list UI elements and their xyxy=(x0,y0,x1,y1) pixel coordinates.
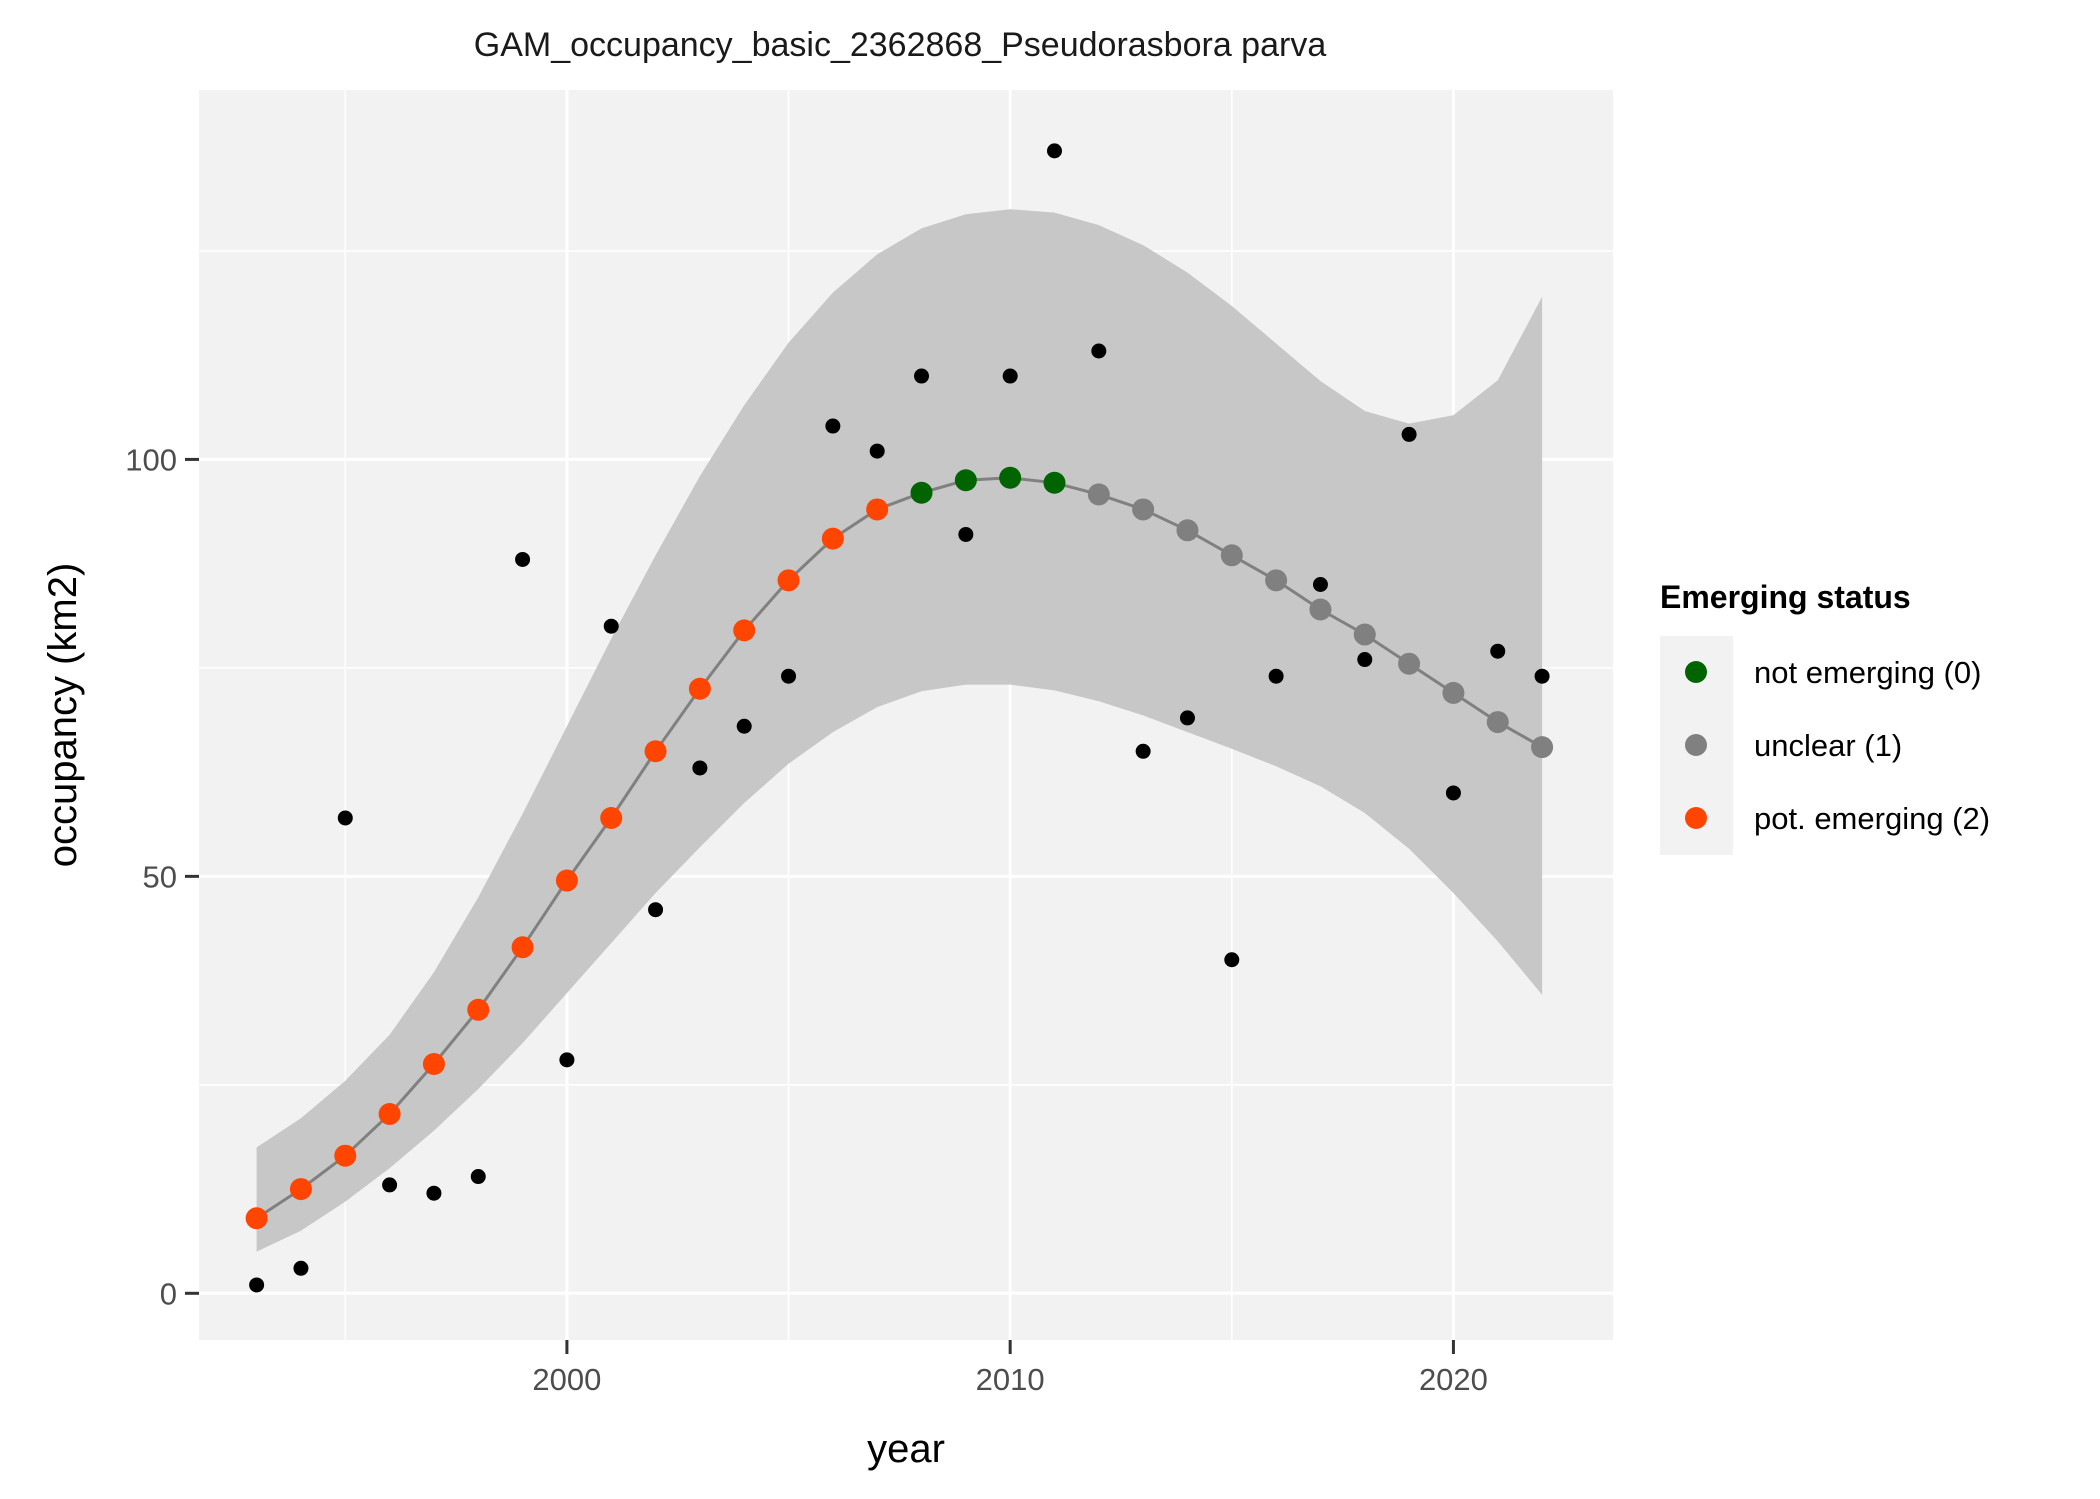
fit-point xyxy=(733,619,756,642)
fit-point xyxy=(644,740,667,763)
observed-point xyxy=(1091,343,1107,359)
fit-point xyxy=(555,869,578,892)
fit-point xyxy=(334,1144,357,1167)
observed-point xyxy=(648,902,664,918)
fit-point xyxy=(511,936,534,959)
fit-point xyxy=(777,569,800,592)
legend: Emerging status not emerging (0) unclear … xyxy=(1660,579,1990,855)
fit-point xyxy=(1176,519,1199,542)
observed-point xyxy=(869,443,885,459)
fit-point xyxy=(688,677,711,700)
fit-point xyxy=(866,498,889,521)
x-axis-title: year xyxy=(867,1427,945,1471)
x-tick-label: 2020 xyxy=(1419,1362,1488,1397)
fit-point xyxy=(1442,681,1465,704)
observed-point xyxy=(559,1052,575,1068)
fit-point xyxy=(1087,483,1110,506)
observed-point xyxy=(1224,952,1240,968)
observed-point xyxy=(692,760,708,776)
fit-point xyxy=(1043,471,1066,494)
observed-point xyxy=(825,418,841,434)
observed-point xyxy=(426,1185,442,1201)
observed-point xyxy=(1002,368,1018,384)
observed-point xyxy=(736,718,752,734)
x-axis: 2000 2010 2020 xyxy=(532,1340,1488,1397)
fit-points xyxy=(245,466,1554,1230)
fit-point xyxy=(1486,711,1509,734)
observed-point xyxy=(1312,576,1328,592)
fit-point xyxy=(999,466,1022,489)
observed-point xyxy=(1179,710,1195,726)
observed-point xyxy=(914,368,930,384)
fit-point xyxy=(245,1207,268,1230)
legend-key xyxy=(1685,734,1707,756)
fit-point xyxy=(821,527,844,550)
fit-point xyxy=(289,1178,312,1201)
fit-point xyxy=(1398,652,1421,675)
observed-point xyxy=(515,551,531,567)
fit-point xyxy=(1309,598,1332,621)
chart-title: GAM_occupancy_basic_2362868_Pseudorasbor… xyxy=(474,26,1327,64)
fit-point xyxy=(954,469,977,492)
observed-point xyxy=(470,1169,486,1185)
y-tick-label: 0 xyxy=(160,1276,177,1311)
legend-label: not emerging (0) xyxy=(1754,655,1981,690)
observed-point xyxy=(781,668,797,684)
observed-points xyxy=(249,143,1550,1293)
observed-point xyxy=(1534,668,1550,684)
observed-point xyxy=(1268,668,1284,684)
observed-point xyxy=(1046,143,1062,159)
observed-point xyxy=(1401,426,1417,442)
fit-point xyxy=(1353,623,1376,646)
observed-point xyxy=(382,1177,398,1193)
observed-point xyxy=(337,810,353,826)
y-tick-label: 50 xyxy=(143,859,177,894)
legend-label: pot. emerging (2) xyxy=(1754,801,1990,836)
legend-label: unclear (1) xyxy=(1754,728,1902,763)
fit-point xyxy=(600,806,623,829)
observed-point xyxy=(293,1260,309,1276)
observed-point xyxy=(603,618,619,634)
observed-point xyxy=(1445,785,1461,801)
legend-title: Emerging status xyxy=(1660,579,1911,615)
fit-point xyxy=(467,998,490,1021)
y-tick-label: 100 xyxy=(125,442,177,477)
confidence-band xyxy=(256,209,1543,1252)
fit-point xyxy=(1132,498,1155,521)
y-axis: 0 50 100 xyxy=(125,442,199,1311)
observed-point xyxy=(1490,643,1506,659)
y-axis-title: occupancy (km2) xyxy=(41,563,85,868)
observed-point xyxy=(958,526,974,542)
fit-point xyxy=(422,1052,445,1075)
legend-entries: not emerging (0) unclear (1) pot. emerging… xyxy=(1685,655,1990,836)
observed-point xyxy=(249,1277,265,1293)
fit-point xyxy=(1220,544,1243,567)
fit-point xyxy=(1531,736,1554,759)
x-tick-label: 2010 xyxy=(976,1362,1045,1397)
legend-key xyxy=(1685,661,1707,683)
fit-point xyxy=(1265,569,1288,592)
legend-key xyxy=(1685,807,1707,829)
fit-point xyxy=(378,1103,401,1126)
observed-point xyxy=(1357,652,1373,668)
x-tick-label: 2000 xyxy=(532,1362,601,1397)
fit-point xyxy=(910,481,933,504)
observed-point xyxy=(1135,743,1151,759)
